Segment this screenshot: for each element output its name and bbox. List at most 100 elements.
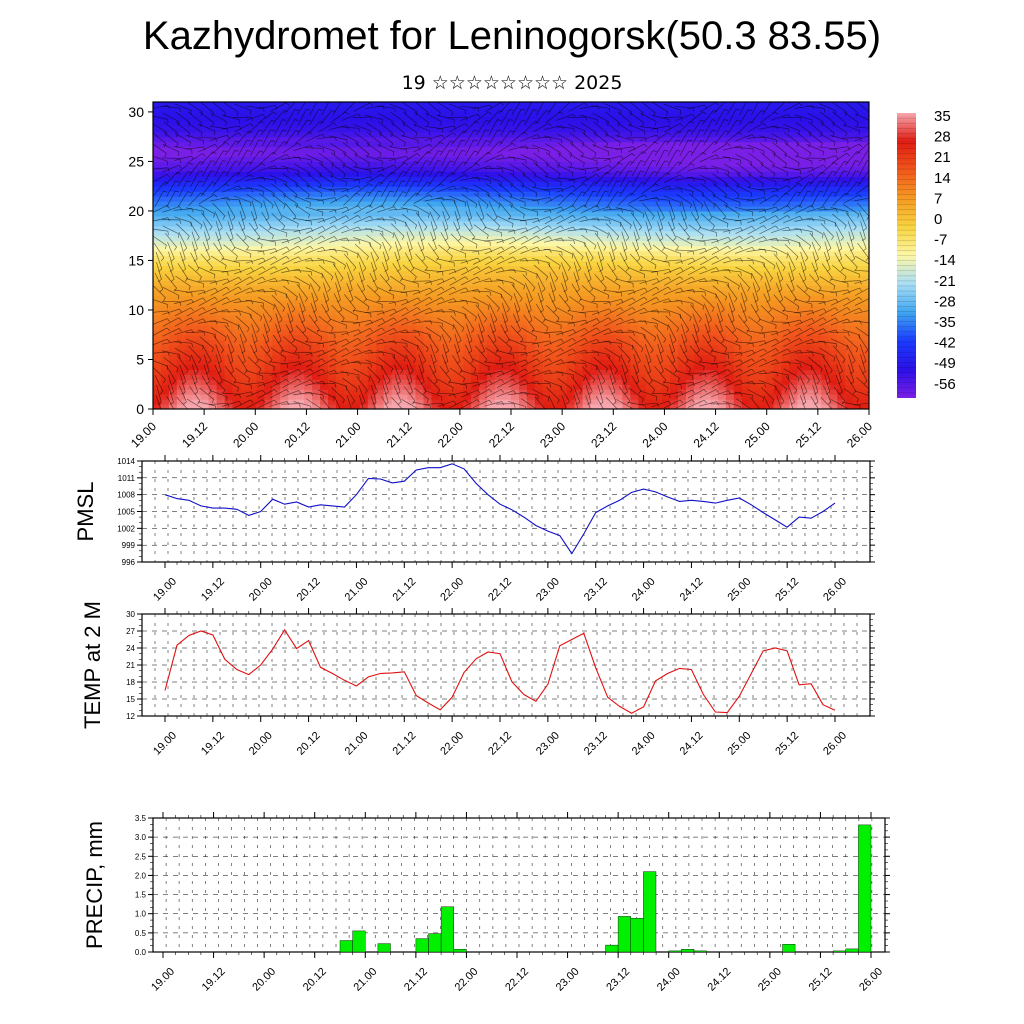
heat-cell <box>709 111 719 118</box>
heat-cell <box>343 191 353 197</box>
heat-cell <box>224 349 234 356</box>
heat-cell <box>638 314 647 321</box>
heat-cell <box>534 210 544 217</box>
heat-cell <box>526 329 536 336</box>
heat-cell <box>447 225 456 232</box>
heat-cell <box>741 111 751 118</box>
heat-cell <box>351 245 361 252</box>
heat-cell <box>359 220 369 227</box>
heat-cell <box>471 215 480 222</box>
heat-cell <box>503 354 512 361</box>
heat-cell <box>670 240 679 247</box>
heat-cell <box>487 394 496 400</box>
heat-cell <box>614 404 623 409</box>
heat-cell <box>439 166 448 172</box>
heat-cell <box>216 156 226 163</box>
heat-cell <box>399 359 409 366</box>
heat-cell <box>526 131 536 138</box>
heat-cell <box>725 201 735 207</box>
heat-cell <box>662 116 671 123</box>
heat-cell <box>598 354 608 361</box>
heat-cell <box>407 191 417 197</box>
heat-cell <box>431 181 440 187</box>
heat-cell <box>280 314 289 321</box>
heat-cell <box>184 250 194 257</box>
heat-cell <box>455 369 464 375</box>
heat-cell <box>646 285 655 291</box>
heat-cell <box>741 235 751 242</box>
heat-cell <box>240 250 250 257</box>
heat-cell <box>518 339 528 346</box>
heat-cell <box>264 305 273 311</box>
heat-cell <box>256 305 265 311</box>
heat-cell <box>328 116 337 123</box>
heat-cell <box>200 126 210 133</box>
heat-cell <box>789 359 798 366</box>
heat-cell <box>248 250 258 257</box>
heat-cell <box>693 161 703 167</box>
heat-cell <box>296 285 305 291</box>
heat-cell <box>646 220 655 227</box>
heat-cell <box>622 136 631 143</box>
heat-cell <box>590 334 600 341</box>
heat-cell <box>304 379 313 385</box>
heat-cell <box>335 260 345 266</box>
heat-cell <box>558 196 568 202</box>
heat-cell <box>781 166 791 172</box>
heat-cell <box>192 121 202 128</box>
heat-cell <box>335 404 345 409</box>
heat-cell <box>606 349 616 356</box>
heat-cell <box>511 309 520 316</box>
heat-cell <box>495 151 504 158</box>
heat-cell <box>558 146 568 153</box>
heat-cell <box>622 404 631 409</box>
heat-cell <box>224 171 234 177</box>
heat-cell <box>208 196 218 202</box>
heat-cell <box>240 201 250 207</box>
heat-cell <box>160 399 170 405</box>
heat-cell <box>781 240 791 247</box>
heat-cell <box>773 215 783 222</box>
heat-cell <box>431 121 440 128</box>
heat-cell <box>503 171 512 177</box>
heat-cell <box>534 136 544 143</box>
heat-cell <box>296 210 305 217</box>
heat-cell <box>717 215 727 222</box>
heat-cell <box>200 349 210 356</box>
heat-cell <box>503 111 512 118</box>
heat-cell <box>518 136 528 143</box>
heat-cell <box>176 156 186 163</box>
heat-cell <box>153 270 162 276</box>
heat-cell <box>590 354 600 361</box>
heat-cell <box>304 131 313 138</box>
heat-cell <box>224 260 234 266</box>
heat-cell <box>328 181 337 187</box>
heat-cell <box>479 319 488 326</box>
heat-cell <box>678 136 687 143</box>
heat-cell <box>359 161 369 167</box>
heat-cell <box>343 319 353 326</box>
heat-cell <box>256 215 265 222</box>
heat-cell <box>773 319 783 326</box>
heat-cell <box>749 176 759 182</box>
heat-cell <box>479 196 488 202</box>
heat-cell <box>439 324 448 331</box>
heat-cell <box>662 384 671 390</box>
heat-cell <box>153 102 162 108</box>
heat-cell <box>765 394 775 400</box>
heat-cell <box>741 364 751 370</box>
heat-cell <box>630 319 639 326</box>
heat-cell <box>479 369 488 375</box>
heat-cell <box>558 399 568 405</box>
heat-cell <box>423 334 433 341</box>
heat-cell <box>789 334 798 341</box>
heat-cell <box>375 305 385 311</box>
heat-cell <box>622 389 631 395</box>
heat-cell <box>558 260 568 266</box>
heat-cell <box>582 344 592 351</box>
heat-cell <box>789 379 798 385</box>
heat-cell <box>407 295 417 301</box>
heat-cell <box>431 379 440 385</box>
heat-cell <box>439 364 448 370</box>
heat-cell <box>248 220 258 227</box>
